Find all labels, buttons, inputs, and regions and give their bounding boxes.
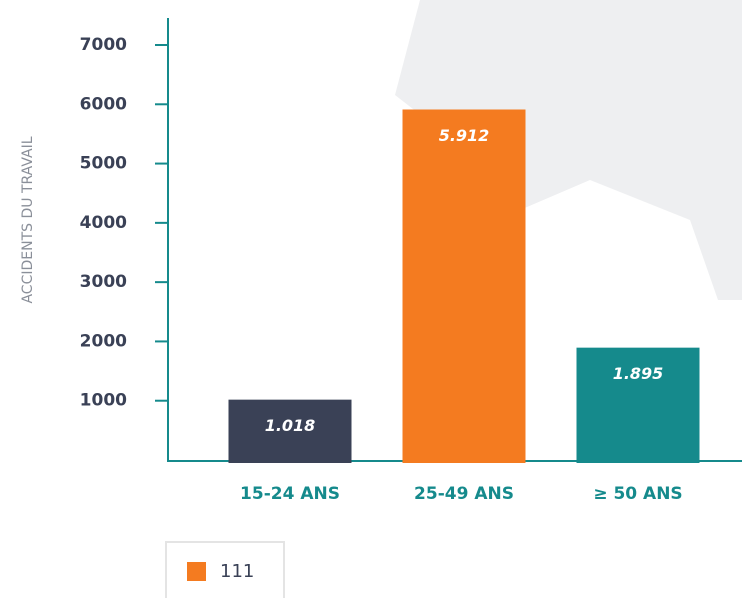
y-tick-label: 4000 bbox=[80, 213, 127, 233]
y-tick-label: 2000 bbox=[80, 331, 127, 351]
y-tick-label: 3000 bbox=[80, 272, 127, 292]
bar bbox=[402, 109, 526, 463]
background-shape bbox=[395, 0, 742, 300]
y-axis-label: ACCIDENTS DU TRAVAIL bbox=[20, 136, 36, 303]
x-tick-label: ≥ 50 ANS bbox=[593, 484, 682, 504]
value-label: 5.912 bbox=[439, 126, 490, 145]
y-tick-label: 6000 bbox=[80, 94, 127, 114]
value-label: 1.018 bbox=[265, 416, 316, 435]
y-tick-label: 1000 bbox=[80, 391, 127, 411]
y-tick-label: 5000 bbox=[80, 154, 127, 174]
legend-label: 111 bbox=[220, 561, 254, 582]
legend-swatch bbox=[187, 562, 206, 581]
x-tick-label: 25-49 ANS bbox=[414, 484, 514, 504]
bar bbox=[576, 347, 700, 463]
value-label: 1.895 bbox=[613, 364, 664, 383]
bar bbox=[228, 399, 352, 463]
y-tick-label: 7000 bbox=[80, 35, 127, 55]
legend-box bbox=[165, 541, 285, 598]
x-tick-label: 15-24 ANS bbox=[240, 484, 340, 504]
